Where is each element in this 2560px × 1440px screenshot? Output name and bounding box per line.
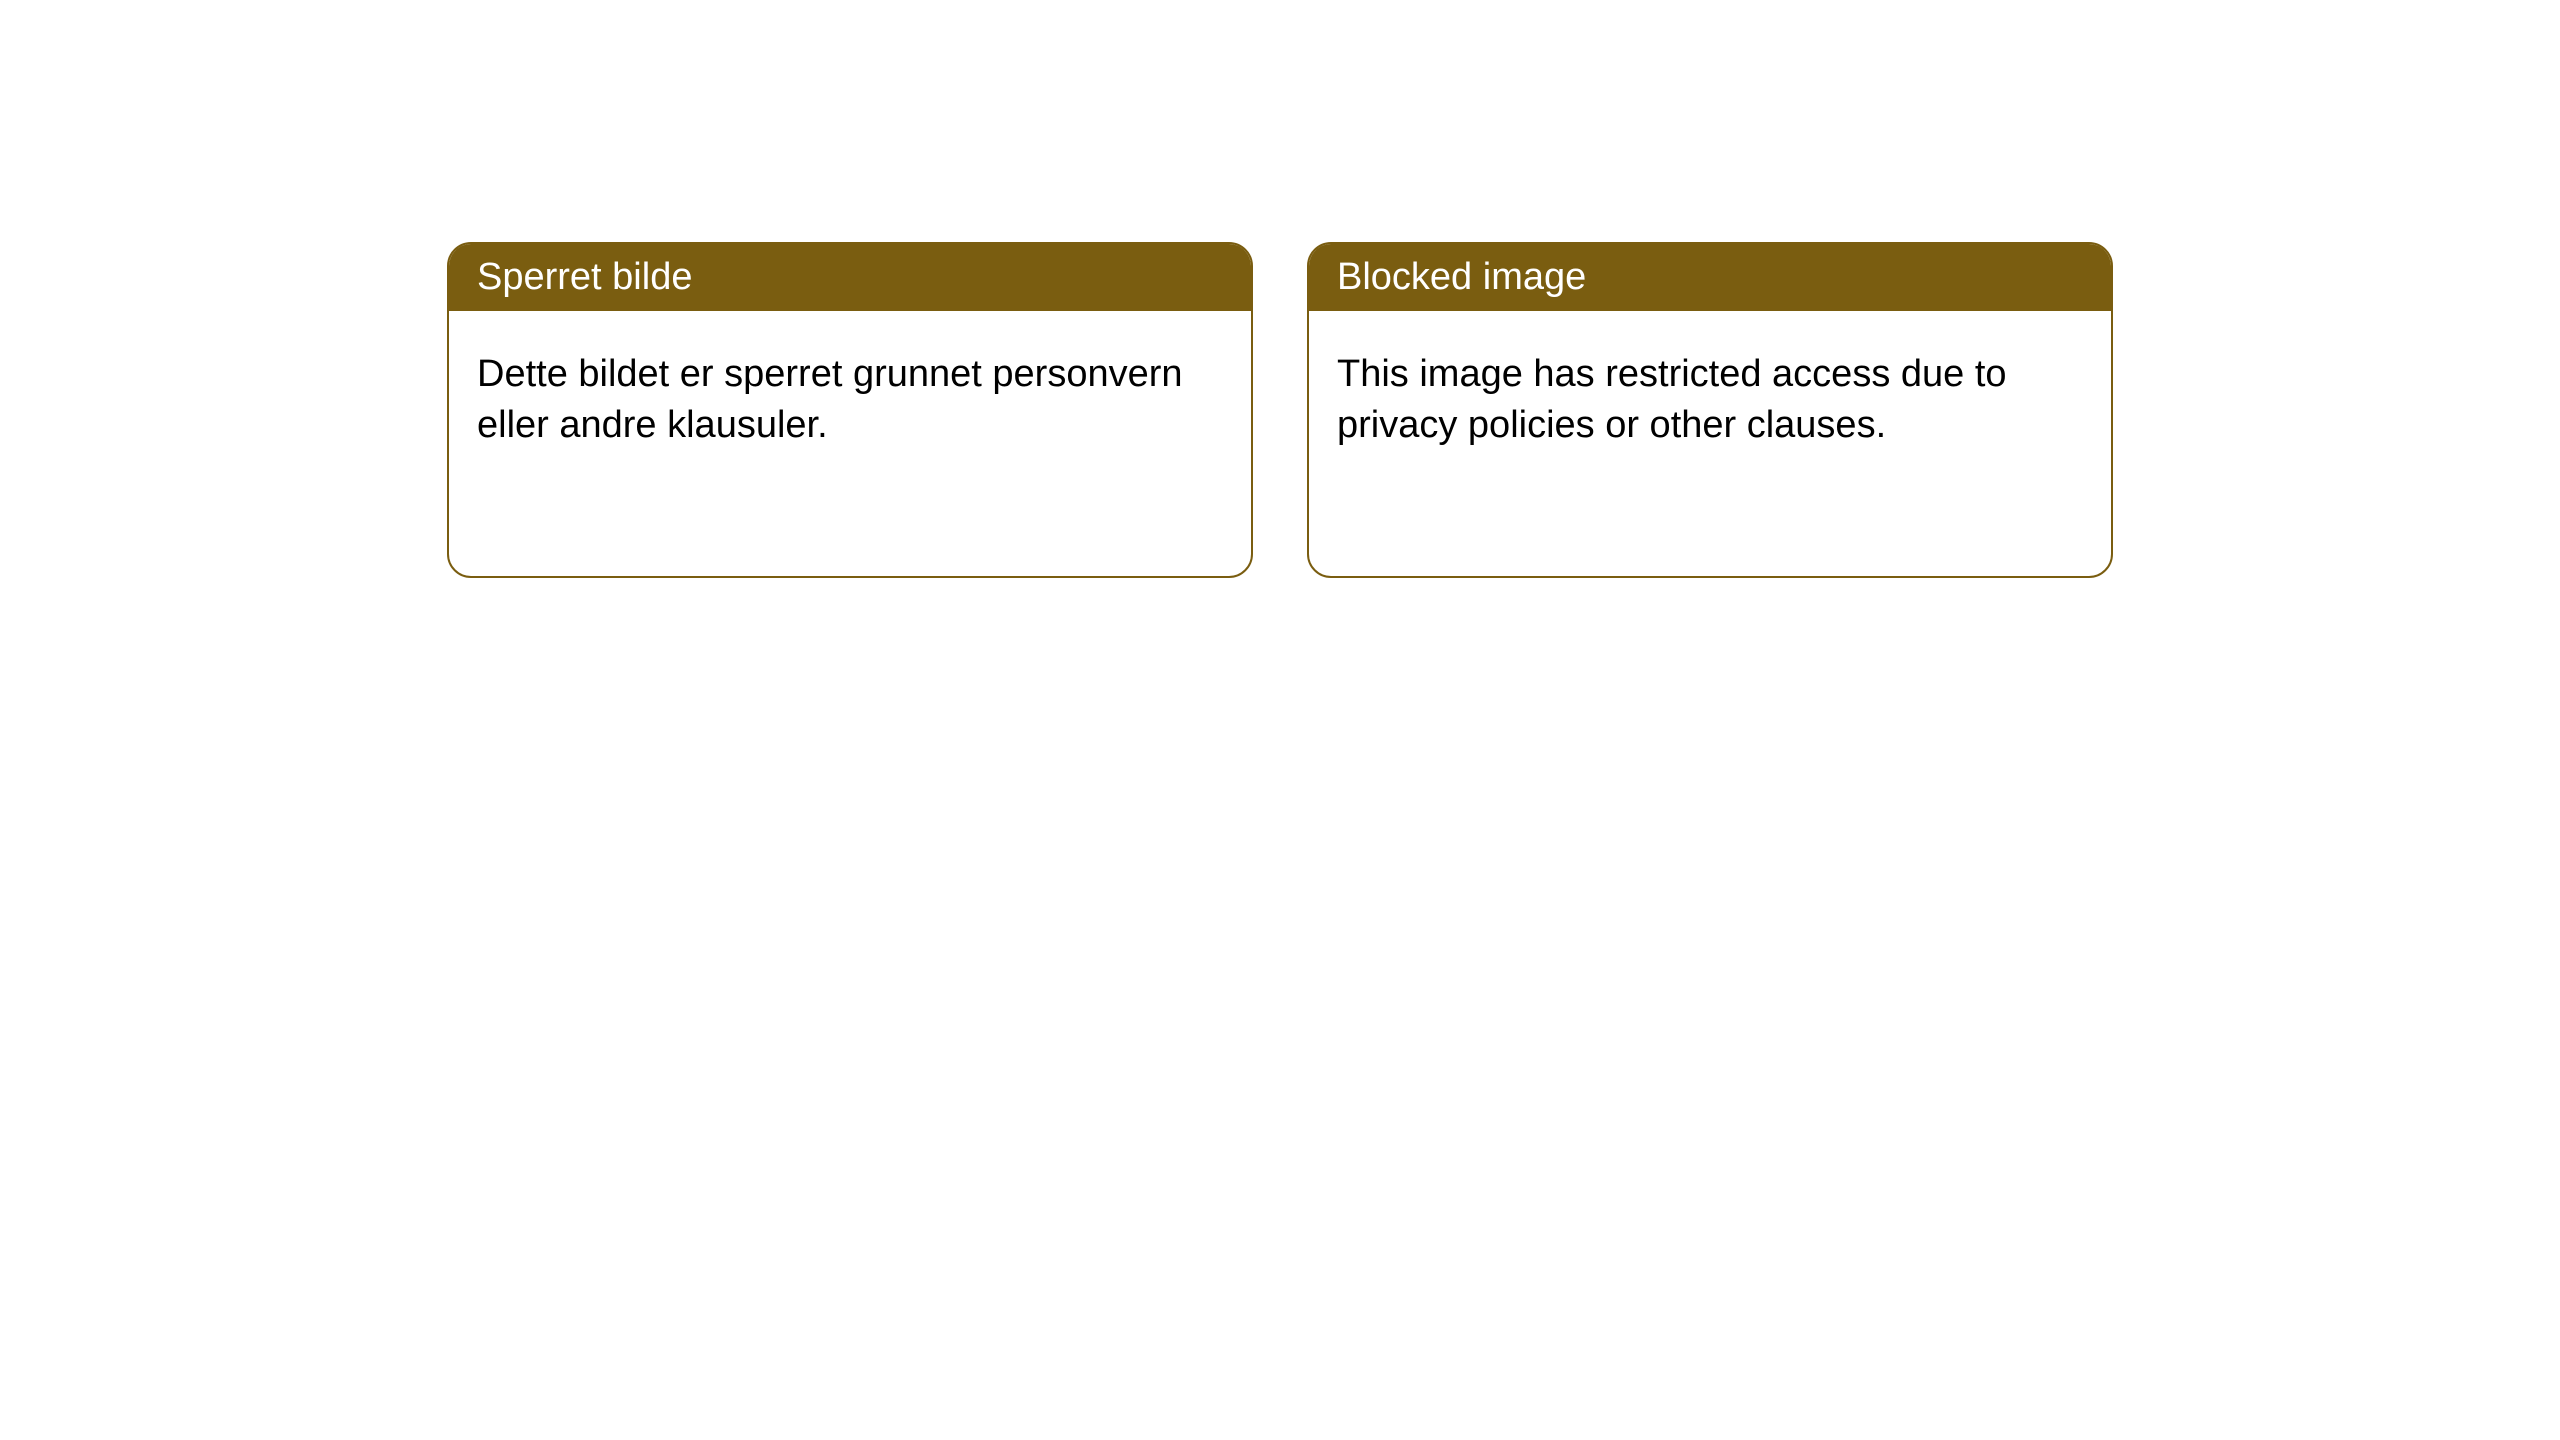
- notice-body: This image has restricted access due to …: [1309, 311, 2111, 490]
- notice-title: Blocked image: [1337, 256, 1586, 298]
- notice-box-norwegian: Sperret bilde Dette bildet er sperret gr…: [447, 242, 1253, 578]
- notice-container: Sperret bilde Dette bildet er sperret gr…: [447, 242, 2113, 578]
- notice-box-english: Blocked image This image has restricted …: [1307, 242, 2113, 578]
- notice-body-text: Dette bildet er sperret grunnet personve…: [477, 353, 1183, 446]
- notice-title: Sperret bilde: [477, 256, 692, 298]
- notice-header: Blocked image: [1309, 244, 2111, 311]
- notice-body: Dette bildet er sperret grunnet personve…: [449, 311, 1251, 490]
- notice-body-text: This image has restricted access due to …: [1337, 353, 2007, 446]
- notice-header: Sperret bilde: [449, 244, 1251, 311]
